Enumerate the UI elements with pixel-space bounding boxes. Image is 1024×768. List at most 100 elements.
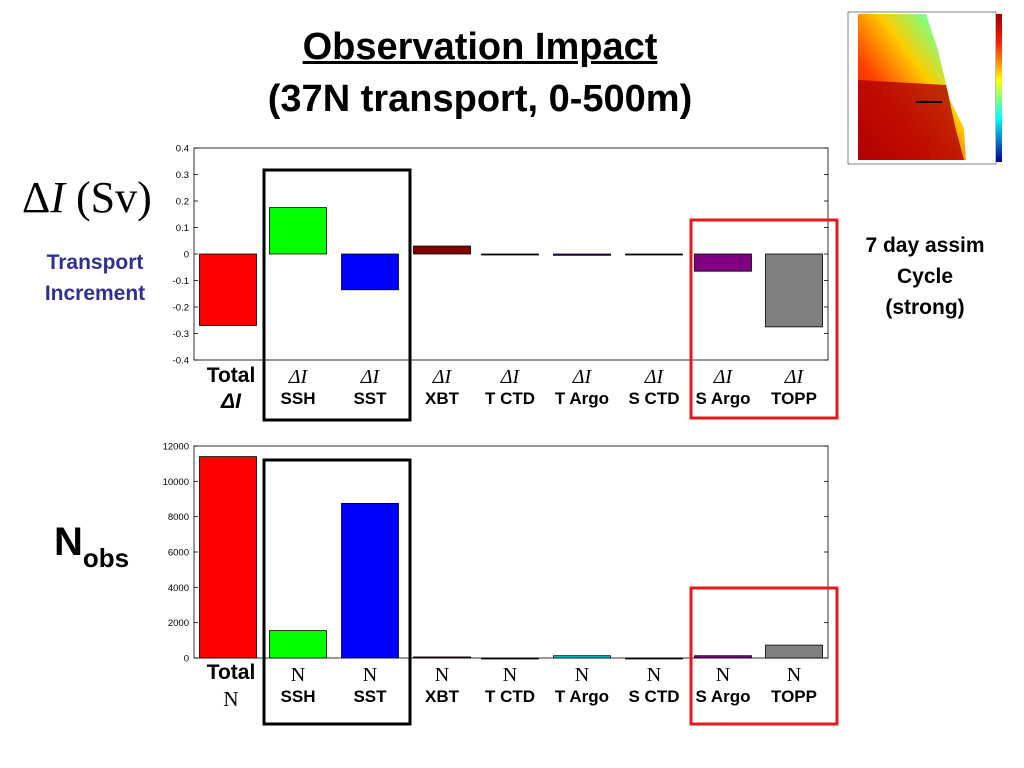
bottom-total-label: Total N — [196, 660, 266, 712]
top-category-name: SST — [353, 389, 387, 408]
top-category-label-topp: ΔI TOPP — [749, 366, 839, 410]
bottom-bar-s-ctd — [625, 657, 683, 660]
assim-line1: 7 day assim — [865, 234, 985, 257]
top-ytick-label: -0.3 — [173, 329, 189, 340]
bottom-category-name: S Argo — [695, 687, 751, 706]
top-ytick-label: -0.1 — [173, 276, 189, 287]
sst-map-thumbnail — [847, 11, 1002, 165]
bottom-category-symbol: N — [786, 664, 802, 686]
transport-increment-label: Transport Increment — [20, 247, 170, 309]
top-total-word: Total — [206, 364, 256, 387]
top-ytick-label: 0.1 — [176, 223, 189, 234]
bottom-category-name: SST — [353, 687, 387, 706]
bottom-bar-t-argo — [553, 655, 611, 659]
bottom-category-symbol: N — [646, 664, 662, 686]
top-bar-s-ctd — [625, 253, 683, 256]
top-bar-t-ctd — [481, 253, 539, 256]
top-bar-s-argo — [694, 253, 752, 272]
top-category-label-t-ctd: ΔI T CTD — [465, 366, 555, 410]
bottom-ytick-label: 4000 — [168, 583, 189, 594]
top-category-label-xbt: ΔI XBT — [397, 366, 487, 410]
bottom-bar-topp — [765, 644, 823, 659]
top-y-axis-label: ΔI (Sv) — [22, 172, 152, 223]
top-category-symbol: ΔI — [500, 366, 520, 388]
top-category-label-sst: ΔI SST — [325, 366, 415, 410]
top-category-symbol: ΔI — [288, 366, 308, 388]
bottom-category-symbol: N — [434, 664, 450, 686]
slide-title: Observation Impact — [302, 26, 658, 68]
assim-line3: (strong) — [885, 296, 965, 319]
bottom-ytick-label: 8000 — [168, 512, 189, 523]
top-bar-t-argo — [553, 253, 611, 256]
bottom-category-symbol: N — [574, 664, 590, 686]
bottom-category-name: TOPP — [771, 687, 817, 706]
top-category-symbol: ΔI — [713, 366, 733, 388]
top-category-symbol: ΔI — [432, 366, 452, 388]
top-category-symbol: ΔI — [644, 366, 664, 388]
bottom-ytick-label: 2000 — [168, 618, 189, 629]
top-total-sym: ΔI — [221, 390, 241, 413]
bottom-category-symbol: N — [290, 664, 306, 686]
bottom-category-symbol: N — [362, 664, 378, 686]
top-category-name: S CTD — [628, 389, 680, 408]
top-category-name: TOPP — [771, 389, 817, 408]
bottom-ytick-label: 0 — [184, 654, 189, 665]
bottom-category-name: S CTD — [628, 687, 680, 706]
top-category-label-t-argo: ΔI T Argo — [537, 366, 627, 410]
transport-increment-line2: Increment — [44, 282, 146, 305]
bottom-bar-t-ctd — [481, 657, 539, 660]
nobs-label: Nobs — [54, 520, 129, 574]
top-ytick-label: 0.2 — [176, 197, 189, 208]
top-category-label-ssh: ΔI SSH — [253, 366, 343, 410]
top-bar-total — [199, 253, 257, 326]
top-category-name: SSH — [280, 389, 316, 408]
transport-increment-line1: Transport — [46, 251, 144, 274]
ylabel-delta: Δ — [22, 173, 51, 222]
bottom-category-name: T CTD — [484, 687, 536, 706]
bottom-category-label-xbt: N XBT — [397, 664, 487, 708]
top-category-symbol: ΔI — [360, 366, 380, 388]
top-category-name: XBT — [425, 389, 459, 408]
top-ytick-label: 0.3 — [176, 170, 189, 181]
bottom-bar-sst — [341, 503, 399, 659]
bottom-category-name: T Argo — [554, 687, 610, 706]
impact-bar-chart: -0.4 -0.3 -0.2 -0.1 0 0.1 0.2 0.3 0.4 — [173, 144, 829, 367]
top-ytick-label: -0.4 — [173, 356, 189, 367]
top-ytick-label: -0.2 — [173, 303, 189, 314]
bottom-category-label-sst: N SST — [325, 664, 415, 708]
top-total-label: Total ΔI — [196, 363, 266, 415]
bottom-bar-ssh — [269, 630, 327, 659]
bottom-category-symbol: N — [502, 664, 518, 686]
bottom-ytick-label: 6000 — [168, 548, 189, 559]
top-bar-ssh — [269, 207, 327, 255]
top-bar-topp — [765, 253, 823, 328]
bottom-bar-total — [199, 456, 257, 659]
bottom-ytick-label: 10000 — [163, 477, 189, 488]
bottom-category-label-topp: N TOPP — [749, 664, 839, 708]
top-category-symbol: ΔI — [784, 366, 804, 388]
bottom-total-sym: N — [223, 687, 239, 711]
top-ytick-label: 0.4 — [176, 144, 189, 155]
top-ytick-label: 0 — [184, 250, 189, 261]
top-category-label-s-ctd: ΔI S CTD — [609, 366, 699, 410]
top-category-name: T CTD — [484, 389, 536, 408]
bottom-bar-s-argo — [694, 655, 752, 659]
nobs-bar-chart: 0 2000 4000 6000 8000 10000 12000 — [163, 442, 829, 665]
bottom-category-name: SSH — [280, 687, 316, 706]
nobs-main: N — [54, 520, 83, 564]
ylabel-var: I — [50, 173, 65, 222]
bottom-category-label-ssh: N SSH — [253, 664, 343, 708]
slide-subtitle: (37N transport, 0-500m) — [267, 78, 693, 120]
bottom-category-name: XBT — [425, 687, 459, 706]
top-category-name: S Argo — [695, 389, 751, 408]
bottom-category-symbol: N — [715, 664, 731, 686]
top-category-name: T Argo — [554, 389, 610, 408]
assim-note: 7 day assim Cycle (strong) — [840, 230, 1010, 323]
bottom-ytick-label: 12000 — [163, 442, 189, 453]
ylabel-unit: (Sv) — [75, 173, 152, 222]
nobs-sub: obs — [82, 543, 130, 573]
